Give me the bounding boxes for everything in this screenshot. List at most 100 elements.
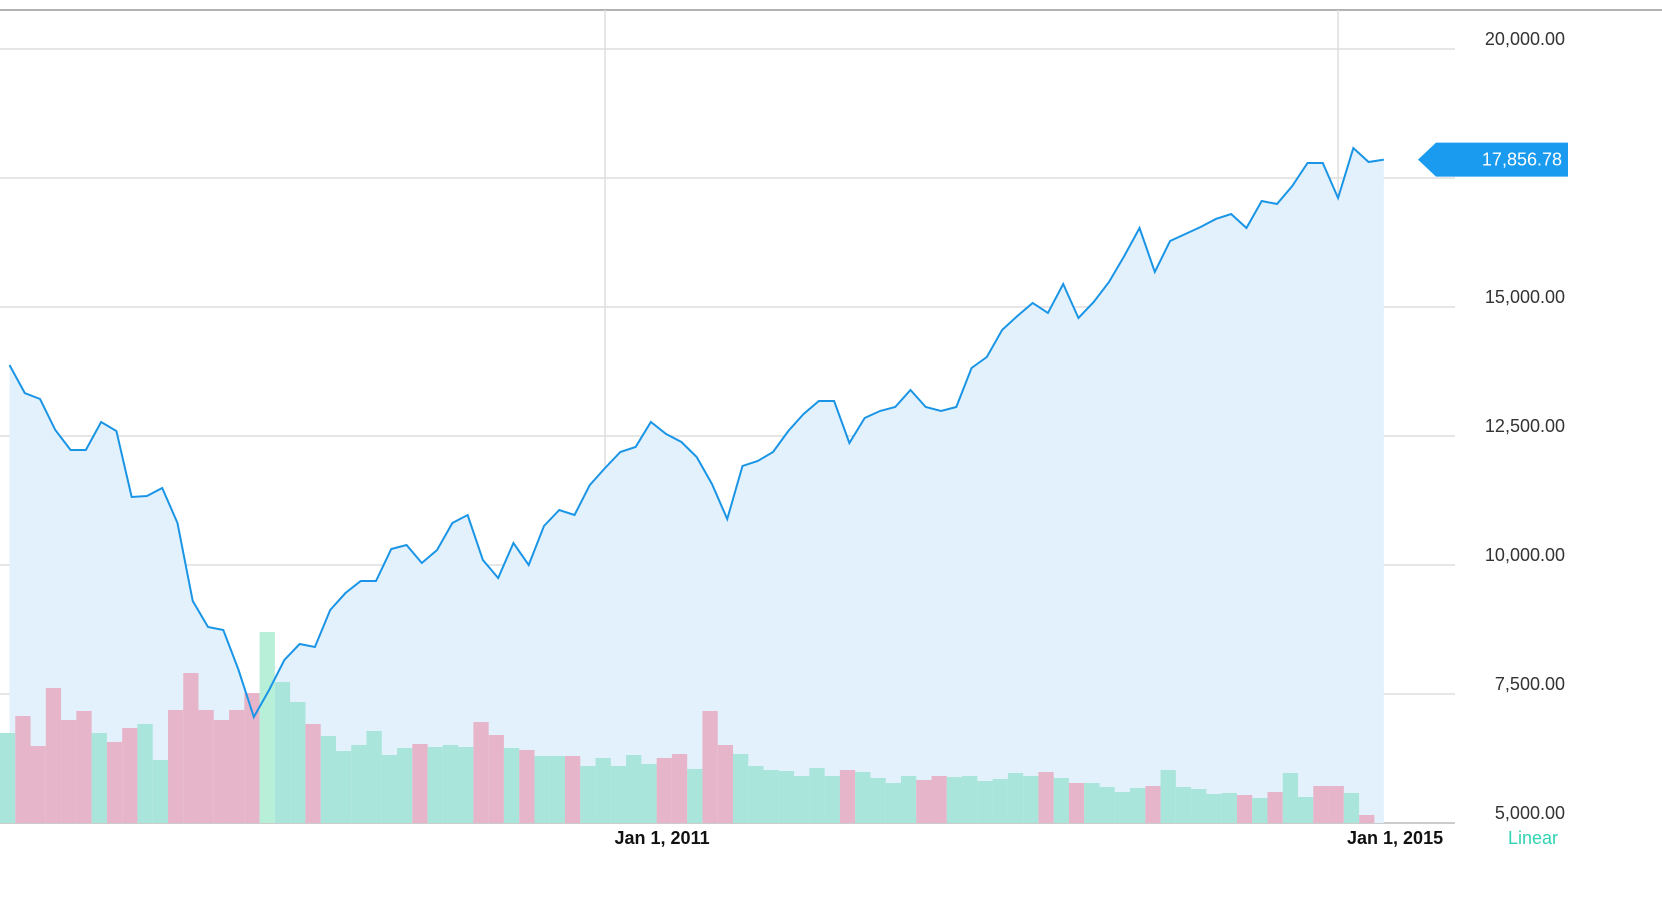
volume-bar bbox=[855, 772, 871, 823]
volume-bar bbox=[885, 783, 901, 823]
volume-bar bbox=[839, 770, 856, 823]
price-badge bbox=[1418, 142, 1568, 177]
volume-bar bbox=[290, 701, 306, 823]
volume-bar bbox=[1267, 791, 1283, 823]
volume-bar bbox=[549, 756, 566, 823]
volume-bar bbox=[809, 767, 825, 823]
x-tick-label: Jan 1, 2015 bbox=[1347, 828, 1443, 848]
volume-bar bbox=[1175, 786, 1192, 823]
volume-bar bbox=[244, 693, 260, 823]
volume-bar bbox=[351, 744, 367, 823]
y-tick-label: 5,000.00 bbox=[1495, 803, 1565, 823]
volume-bar bbox=[137, 723, 153, 823]
volume-bar bbox=[946, 777, 963, 823]
volume-bar bbox=[122, 728, 138, 823]
volume-bar bbox=[167, 709, 184, 823]
volume-bar bbox=[519, 749, 535, 823]
volume-bar bbox=[1252, 797, 1268, 823]
volume-bar bbox=[427, 746, 443, 823]
volume-bar bbox=[565, 756, 581, 823]
volume-bar bbox=[458, 746, 474, 823]
x-tick-label: Jan 1, 2011 bbox=[615, 828, 710, 848]
y-tick-label: 20,000.00 bbox=[1485, 29, 1565, 49]
volume-bar bbox=[1298, 796, 1314, 823]
volume-bar bbox=[30, 746, 46, 823]
volume-bar bbox=[1023, 775, 1039, 823]
volume-bar bbox=[305, 723, 321, 823]
volume-bar bbox=[198, 709, 214, 823]
volume-bar bbox=[671, 754, 688, 823]
volume-bar bbox=[397, 748, 413, 823]
volume-bar bbox=[274, 681, 291, 823]
y-tick-label: 10,000.00 bbox=[1485, 545, 1565, 565]
volume-bar bbox=[1114, 791, 1131, 823]
volume-bar bbox=[733, 754, 749, 823]
volume-bar bbox=[1084, 783, 1100, 823]
volume-bar bbox=[1328, 786, 1344, 823]
volume-bar bbox=[748, 765, 764, 823]
scale-toggle[interactable]: Linear bbox=[1508, 828, 1558, 848]
volume-bar bbox=[870, 778, 886, 823]
volume-bar bbox=[992, 778, 1008, 823]
volume-bar bbox=[152, 759, 168, 823]
volume-bar bbox=[1313, 786, 1329, 823]
volume-bar bbox=[503, 748, 520, 823]
volume-bar bbox=[473, 722, 489, 823]
y-tick-label: 15,000.00 bbox=[1485, 287, 1565, 307]
volume-bar bbox=[488, 735, 504, 823]
volume-bar bbox=[763, 770, 779, 823]
volume-bar bbox=[412, 744, 428, 823]
plot-area bbox=[0, 10, 1455, 824]
volume-bar bbox=[106, 741, 123, 823]
volume-bar bbox=[626, 754, 642, 823]
volume-bar bbox=[1236, 794, 1253, 823]
volume-bar bbox=[916, 780, 932, 823]
volume-bar bbox=[595, 757, 611, 823]
area bbox=[9, 148, 1384, 824]
volume-bar bbox=[366, 730, 382, 823]
volume-bar bbox=[76, 710, 92, 823]
volume-bar bbox=[717, 744, 733, 823]
volume-bar bbox=[229, 709, 245, 823]
volume-bar bbox=[45, 688, 62, 823]
volume-bar bbox=[183, 672, 199, 823]
volume-bar bbox=[778, 770, 795, 823]
volume-bar bbox=[656, 757, 672, 823]
volume-bar bbox=[1359, 815, 1375, 823]
volume-bar bbox=[580, 765, 596, 823]
price-line bbox=[8, 146, 1385, 720]
volume-bar bbox=[534, 756, 550, 823]
volume-bar bbox=[794, 775, 810, 823]
y-tick-label: 12,500.00 bbox=[1485, 416, 1565, 436]
volume-bar bbox=[610, 765, 627, 823]
volume-bar bbox=[1221, 793, 1237, 823]
volume-bar bbox=[0, 733, 16, 823]
volume-bar bbox=[1160, 770, 1176, 823]
volume-bar bbox=[381, 754, 398, 823]
volume-bar bbox=[977, 780, 993, 823]
volume-bar bbox=[320, 736, 336, 823]
volume-bar bbox=[641, 764, 657, 823]
volume-bar bbox=[900, 775, 917, 823]
y-tick-label: 7,500.00 bbox=[1495, 674, 1565, 694]
price-badge-label: 17,856.78 bbox=[1482, 149, 1562, 169]
volume-bar bbox=[61, 720, 77, 823]
volume-bar bbox=[1068, 783, 1085, 823]
volume-bar bbox=[931, 775, 947, 823]
volume-bar bbox=[1007, 772, 1024, 823]
volume-bar bbox=[1343, 793, 1360, 823]
volume-bar bbox=[1038, 772, 1054, 823]
volume-bar bbox=[442, 744, 459, 823]
volume-bar bbox=[1053, 778, 1069, 823]
volume-bar bbox=[824, 775, 840, 823]
volume-bar bbox=[259, 631, 275, 823]
volume-bar bbox=[1282, 772, 1299, 823]
volume-bar bbox=[702, 710, 718, 823]
volume-bar bbox=[1130, 788, 1146, 823]
volume-bar bbox=[687, 768, 703, 823]
volume-bar bbox=[1191, 788, 1207, 823]
volume-bar bbox=[15, 715, 31, 823]
volume-bar bbox=[1206, 794, 1222, 823]
